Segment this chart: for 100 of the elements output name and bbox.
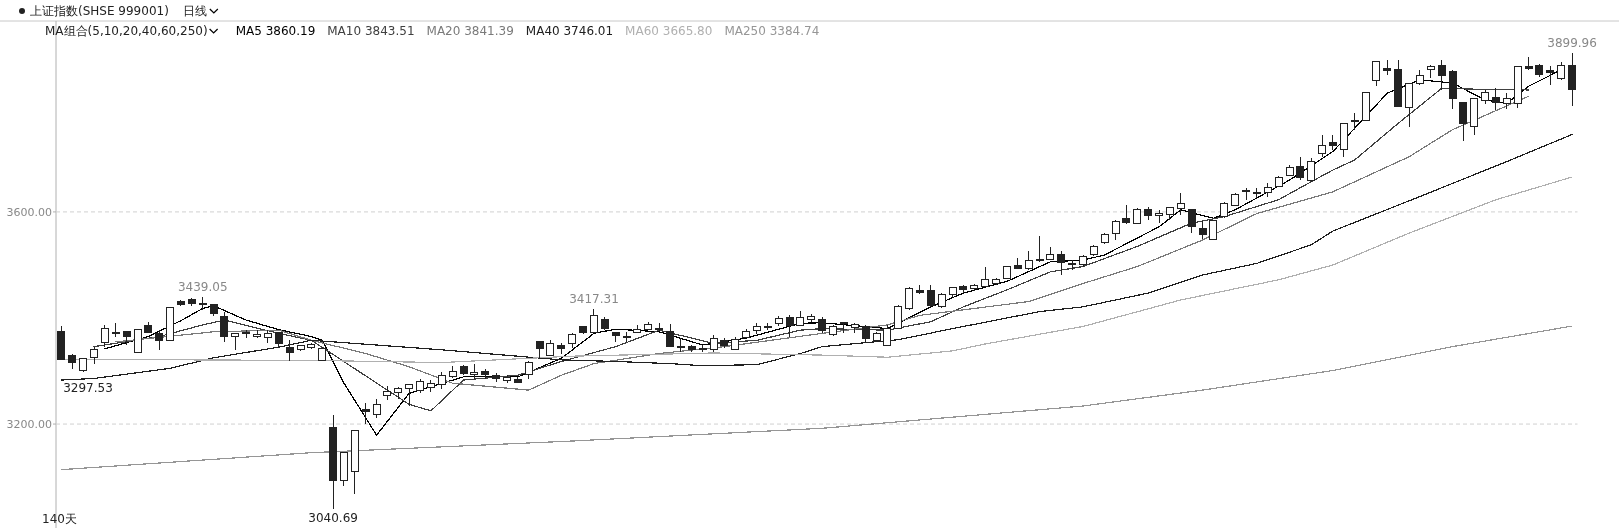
candlestick xyxy=(1568,52,1577,107)
candlestick xyxy=(774,315,783,327)
candlestick xyxy=(1394,59,1403,108)
candlestick xyxy=(1252,187,1261,199)
candlestick xyxy=(307,342,316,350)
candlestick xyxy=(720,337,729,349)
candlestick xyxy=(133,328,142,353)
legend-label: MA5 3860.19 xyxy=(235,24,316,38)
candlestick xyxy=(731,336,740,351)
candlestick xyxy=(1318,134,1327,158)
candlestick xyxy=(1557,61,1566,81)
candlestick xyxy=(1089,244,1098,257)
candlestick xyxy=(579,325,588,335)
candlestick xyxy=(1155,209,1164,224)
candlestick xyxy=(100,324,109,348)
candlestick xyxy=(600,316,609,331)
candlestick xyxy=(416,378,425,394)
candlestick xyxy=(763,322,772,331)
candlestick xyxy=(1209,219,1218,241)
candlestick xyxy=(915,284,924,295)
chart-subtitle: 日线 xyxy=(182,4,207,18)
candlestick xyxy=(1285,164,1294,177)
candlestick xyxy=(611,331,620,343)
text: MA60 3665.80 xyxy=(625,24,713,38)
candlestick xyxy=(1535,63,1544,78)
candlestick xyxy=(263,329,272,344)
candlestick xyxy=(970,283,979,292)
candlestick xyxy=(546,339,555,357)
candlestick xyxy=(796,310,805,327)
candlestick xyxy=(459,364,468,376)
candlestick xyxy=(1046,246,1055,261)
candlestick xyxy=(981,266,990,288)
candlestick xyxy=(937,292,946,309)
candlestick xyxy=(1013,257,1022,270)
candlestick xyxy=(1122,204,1131,225)
candlestick xyxy=(1198,220,1207,240)
candlestick xyxy=(242,329,251,339)
candlestick xyxy=(122,330,131,346)
candlestick xyxy=(622,331,631,343)
candlestick xyxy=(79,357,88,373)
candlestick xyxy=(709,334,718,353)
candlestick xyxy=(220,311,229,343)
candlestick xyxy=(481,368,490,380)
y-tick-label: 3200.00 xyxy=(6,418,52,432)
candlestick xyxy=(687,344,696,353)
candlestick xyxy=(1100,232,1109,245)
candlestick xyxy=(253,329,262,339)
candlestick xyxy=(807,313,816,323)
candlestick xyxy=(176,299,185,307)
candlestick xyxy=(926,284,935,308)
candlestick xyxy=(1350,112,1359,131)
candlestick xyxy=(111,322,120,338)
candlestick xyxy=(470,363,479,380)
candlestick xyxy=(57,325,66,361)
candlestick xyxy=(340,451,348,487)
candlestick xyxy=(503,374,512,384)
text: MA250 3384.74 xyxy=(724,24,820,38)
candlestick xyxy=(187,297,196,307)
line-series xyxy=(60,325,1573,471)
candlestick xyxy=(1307,157,1316,183)
candlestick xyxy=(1111,219,1120,241)
candlestick xyxy=(557,342,566,355)
candlestick xyxy=(1361,91,1370,122)
annotation: 3899.96 xyxy=(1547,35,1597,50)
candlestick xyxy=(698,344,707,353)
candlestick xyxy=(1459,101,1468,142)
candlestick xyxy=(318,346,327,362)
candlestick xyxy=(1481,89,1490,105)
annotation: 140天 xyxy=(42,512,77,526)
candlestick xyxy=(1524,56,1533,71)
candlestick xyxy=(1274,175,1283,188)
candlestick xyxy=(372,398,381,419)
candlestick xyxy=(274,331,283,348)
candlestick xyxy=(1546,65,1555,86)
candlestick xyxy=(861,324,870,344)
candlestick xyxy=(1220,201,1229,219)
candlestick xyxy=(1296,156,1305,181)
annotation: 3297.53 xyxy=(63,381,113,396)
text: MA20 3841.39 xyxy=(426,24,514,38)
candlestick xyxy=(437,371,446,390)
candlestick xyxy=(1502,92,1511,110)
candlestick xyxy=(90,346,99,365)
candlestick xyxy=(785,314,794,338)
candlestick xyxy=(1491,87,1500,111)
candlestick xyxy=(1470,97,1479,136)
candlestick xyxy=(1383,59,1392,76)
candlestick xyxy=(144,321,153,334)
candlestick xyxy=(535,340,544,359)
candlestick xyxy=(742,328,751,339)
candlestick xyxy=(839,321,848,334)
candlestick xyxy=(231,332,240,351)
candlestick xyxy=(829,324,838,337)
text: MA10 3843.51 xyxy=(327,24,415,38)
candlestick xyxy=(426,379,435,393)
candlestick xyxy=(1133,207,1142,225)
candlestick xyxy=(883,324,892,347)
candlestick xyxy=(1242,187,1251,201)
candlestick xyxy=(818,316,827,334)
candlestick xyxy=(894,304,903,330)
candlestick xyxy=(296,344,305,352)
